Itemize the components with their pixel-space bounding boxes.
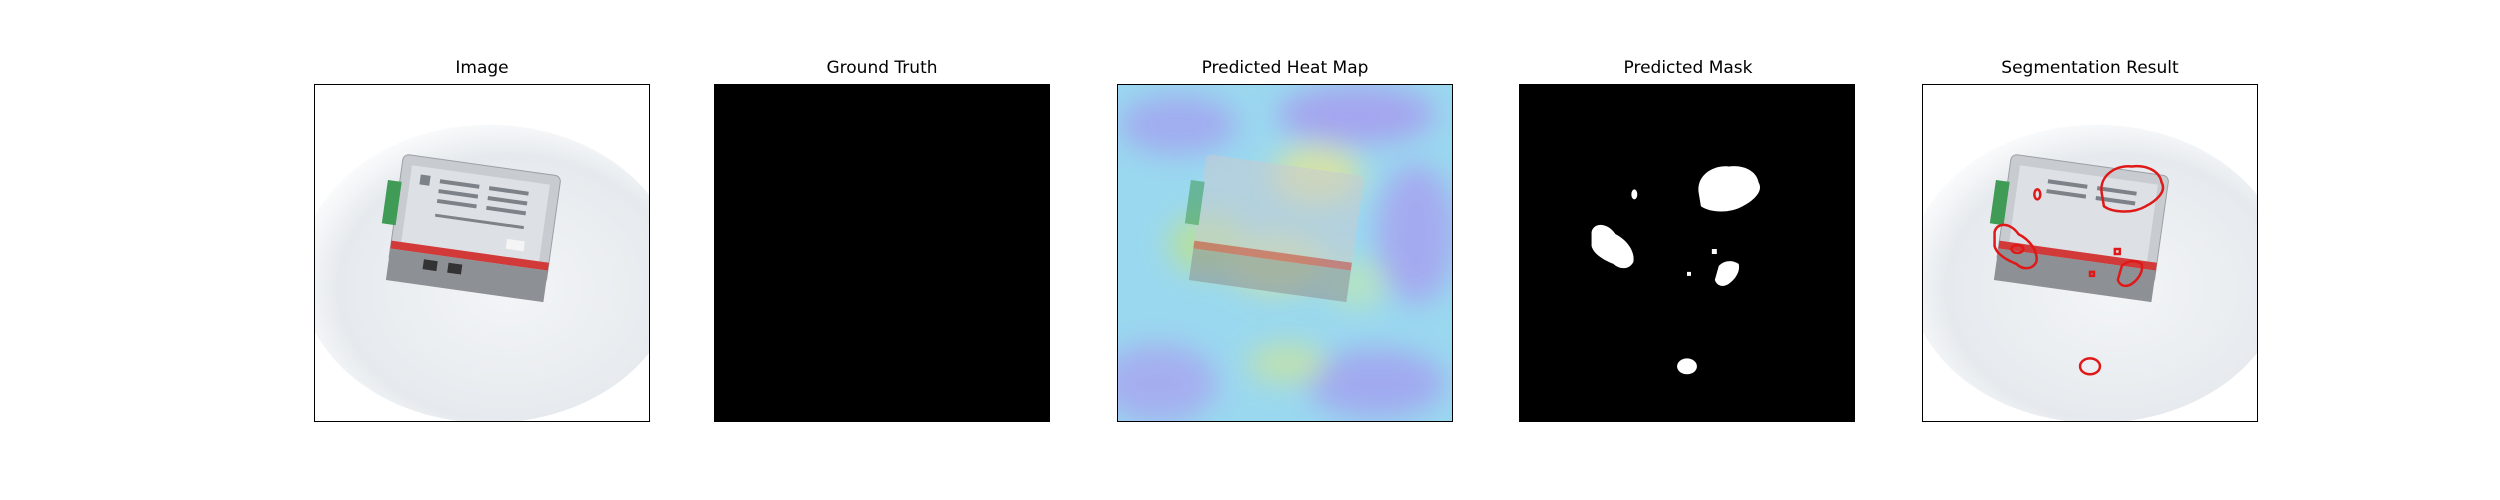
panel-image [314, 84, 650, 422]
segmentation-overlay [1923, 85, 2257, 421]
ground-truth-mask [715, 85, 1049, 421]
panel-title-image: Image [455, 58, 509, 78]
panel-heat-map [1117, 84, 1453, 422]
panel-title-heat-map: Predicted Heat Map [1201, 58, 1369, 78]
device-photo [315, 85, 649, 421]
panel-title-predicted-mask: Predicted Mask [1623, 58, 1753, 78]
panel-ground-truth [714, 84, 1050, 422]
contour-lines [1993, 164, 2165, 376]
panel-predicted-mask [1519, 84, 1855, 422]
panel-segmentation-result [1922, 84, 2258, 422]
predicted-mask-image [1520, 85, 1854, 421]
panel-title-ground-truth: Ground Truth [826, 58, 938, 78]
heat-map-overlay [1118, 85, 1452, 421]
panel-title-segmentation-result: Segmentation Result [2001, 58, 2179, 78]
